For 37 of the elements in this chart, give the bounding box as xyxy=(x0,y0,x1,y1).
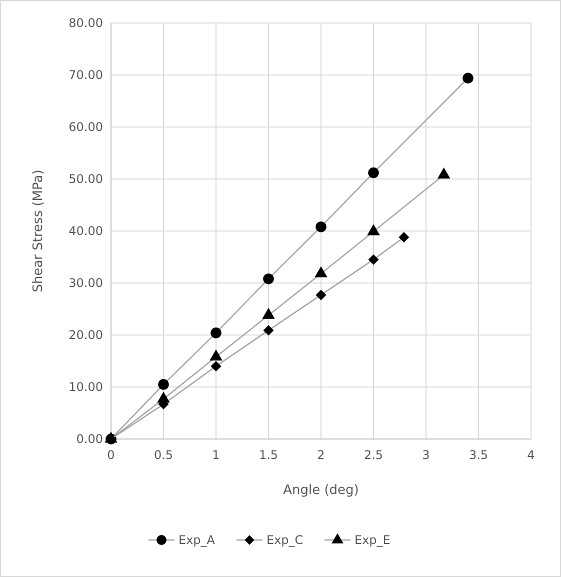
point xyxy=(263,273,274,284)
point xyxy=(210,360,222,372)
y-tick-label: 50.00 xyxy=(68,172,103,186)
y-tick-label: 60.00 xyxy=(68,120,103,134)
y-axis-title: Shear Stress (MPa) xyxy=(31,170,46,292)
point xyxy=(210,328,222,338)
point xyxy=(368,254,379,265)
y-tick-label: 70.00 xyxy=(68,68,103,82)
x-tick-label: 0 xyxy=(107,448,115,462)
point xyxy=(437,168,450,179)
legend-label: Exp_C xyxy=(266,533,304,548)
y-tick-label: 80.00 xyxy=(68,16,103,30)
legend-label: Exp_E xyxy=(354,533,390,548)
point xyxy=(462,72,474,84)
x-tick-label: 0.5 xyxy=(154,448,174,462)
x-tick-label: 4 xyxy=(527,448,535,462)
point xyxy=(210,350,222,361)
x-tick-label: 2.5 xyxy=(364,448,384,462)
x-tick-label: 1 xyxy=(212,448,220,462)
y-tick-label: 40.00 xyxy=(68,224,103,238)
point xyxy=(158,379,169,390)
point xyxy=(367,224,380,236)
point xyxy=(368,167,379,178)
x-tick-label: 2 xyxy=(317,448,325,462)
x-axis-title: Angle (deg) xyxy=(283,483,359,498)
point xyxy=(398,232,410,242)
y-tick-label: 20.00 xyxy=(68,328,103,342)
x-tick-label: 3.5 xyxy=(468,448,488,462)
point xyxy=(263,325,274,336)
legend-label: Exp_A xyxy=(178,533,216,548)
point xyxy=(316,290,326,300)
y-tick-label: 0.00 xyxy=(76,432,103,446)
x-tick-label: 3 xyxy=(422,448,430,462)
y-tick-label: 30.00 xyxy=(68,276,103,290)
point xyxy=(316,221,326,232)
y-tick-label: 10.00 xyxy=(68,380,103,394)
x-tick-label: 1.5 xyxy=(258,448,278,462)
